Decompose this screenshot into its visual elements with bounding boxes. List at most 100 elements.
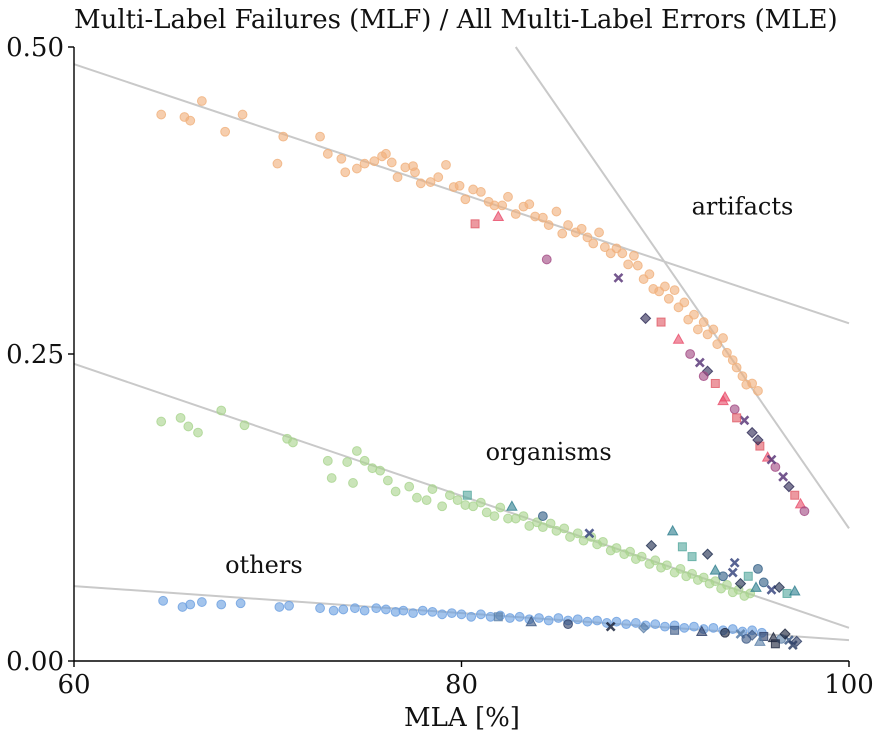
artifacts-point xyxy=(415,178,426,189)
artifacts-hard-point xyxy=(694,357,705,368)
artifacts-hard-point xyxy=(746,426,758,439)
organisms-point xyxy=(342,457,353,467)
organisms-point xyxy=(687,568,697,579)
y-tick-label: 0.00 xyxy=(6,647,64,677)
artifacts-point xyxy=(747,378,758,389)
artifacts-point xyxy=(524,199,535,210)
organisms-hard-point xyxy=(729,557,740,568)
artifacts-point xyxy=(692,324,703,335)
others-point xyxy=(185,599,196,610)
annotations: artifacts organisms others xyxy=(225,193,793,580)
others-hard-point xyxy=(779,628,791,640)
organisms-point xyxy=(489,511,500,521)
organisms-point xyxy=(452,495,463,506)
others-point xyxy=(543,615,554,626)
others-hard-point xyxy=(695,625,708,637)
others-hard-point xyxy=(741,633,752,644)
organisms-point xyxy=(722,579,732,590)
organisms-point xyxy=(518,511,529,521)
organisms-point xyxy=(481,507,492,518)
organisms-point xyxy=(675,564,686,574)
artifacts-point xyxy=(660,281,670,292)
organisms-hard-point xyxy=(506,500,518,511)
others-hard-point xyxy=(525,615,538,627)
artifacts-point xyxy=(731,362,742,373)
others-point xyxy=(582,616,593,627)
annotation-others: others xyxy=(225,551,303,579)
artifacts-point xyxy=(315,131,325,142)
artifacts-hard-point xyxy=(717,394,729,406)
others-hard-point xyxy=(605,621,616,632)
others-point xyxy=(708,622,719,633)
organisms-point xyxy=(156,416,167,427)
others-point xyxy=(216,599,227,610)
organisms-point xyxy=(475,497,486,508)
trend-line-1 xyxy=(73,63,850,325)
chart-title: Multi-Label Failures (MLF) / All Multi-L… xyxy=(74,5,838,35)
organisms-point xyxy=(412,492,422,503)
artifacts-point xyxy=(220,126,231,137)
others-point xyxy=(572,614,583,625)
organisms-point xyxy=(625,546,635,557)
y-tick-label: 0.50 xyxy=(6,33,64,63)
others-point xyxy=(485,611,496,622)
organisms-point xyxy=(216,405,227,416)
artifacts-hard-point xyxy=(729,404,740,415)
others-point xyxy=(630,618,641,628)
others-point xyxy=(158,595,169,606)
x-tick-label: 100 xyxy=(824,670,874,700)
others-point xyxy=(660,621,670,632)
others-hard-point xyxy=(670,625,680,635)
artifacts-point xyxy=(410,167,420,178)
artifacts-point xyxy=(454,180,465,191)
x-tick-label: 60 xyxy=(57,670,90,700)
artifacts-point xyxy=(737,371,748,382)
others-point xyxy=(315,603,325,614)
artifacts-point xyxy=(475,187,486,197)
organisms-hard-point xyxy=(462,490,472,500)
artifacts-point xyxy=(689,309,699,320)
artifacts-point xyxy=(425,177,436,187)
artifacts-point xyxy=(557,228,568,239)
others-point xyxy=(456,609,467,620)
artifacts-point xyxy=(644,269,655,280)
artifacts-point xyxy=(543,220,554,230)
others-point xyxy=(274,602,285,612)
artifacts-hard-point xyxy=(639,312,652,325)
artifacts-point xyxy=(351,163,362,174)
organisms-point xyxy=(326,473,337,483)
others-point xyxy=(350,603,360,614)
artifacts-hard-point xyxy=(492,210,505,221)
others-hard-point xyxy=(563,619,573,630)
organisms-point xyxy=(239,420,250,431)
others-point xyxy=(446,608,457,619)
data-points xyxy=(156,96,810,650)
artifacts-hard-point xyxy=(470,219,480,229)
organisms-point xyxy=(578,535,589,546)
organisms-hard-point xyxy=(645,539,658,552)
organisms-hard-point xyxy=(666,524,679,536)
organisms-hard-point xyxy=(584,528,595,539)
artifacts-point xyxy=(679,297,690,308)
organisms-point xyxy=(565,532,575,542)
organisms-hard-point xyxy=(773,581,785,594)
artifacts-point xyxy=(669,285,680,296)
trend-lines xyxy=(73,46,850,642)
organisms-point xyxy=(322,455,333,466)
annotation-organisms: organisms xyxy=(486,438,612,466)
artifacts-point xyxy=(340,167,351,178)
artifacts-hard-point xyxy=(685,349,696,359)
artifacts-point xyxy=(617,248,628,259)
artifacts-hard-point xyxy=(739,415,750,426)
others-point xyxy=(235,598,246,609)
organisms-hard-point xyxy=(701,548,714,560)
organisms-point xyxy=(710,576,721,587)
others-hard-point xyxy=(770,639,780,649)
others-hard-point xyxy=(754,635,766,646)
others-point xyxy=(505,613,515,623)
others-point xyxy=(284,600,294,611)
others-point xyxy=(553,613,564,623)
artifacts-hard-point xyxy=(752,434,764,446)
artifacts-point xyxy=(551,206,562,217)
others-point xyxy=(437,609,448,620)
